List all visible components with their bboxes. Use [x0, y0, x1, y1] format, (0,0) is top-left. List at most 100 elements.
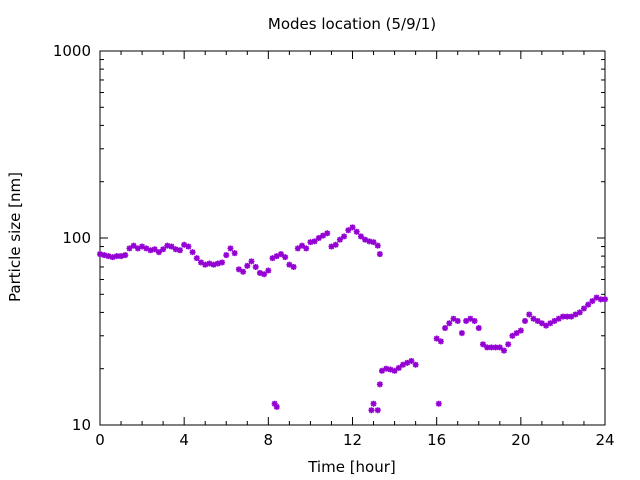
chart-title: Modes location (5/9/1) [268, 15, 436, 33]
data-point [479, 341, 486, 348]
data-point [202, 261, 209, 268]
data-point [168, 243, 175, 250]
data-point [336, 236, 343, 243]
data-point [366, 238, 373, 245]
data-point [231, 250, 238, 257]
data-point [315, 235, 322, 241]
data-point [307, 239, 314, 246]
data-point [602, 296, 608, 303]
data-point [391, 367, 398, 374]
x-tick-label: 24 [595, 431, 614, 449]
data-point [484, 344, 491, 351]
plot-frame [99, 50, 606, 426]
data-point [378, 367, 385, 374]
data-point [463, 317, 470, 324]
data-point [488, 344, 495, 351]
data-point [240, 268, 247, 275]
data-point [538, 320, 545, 327]
data-point [404, 359, 411, 366]
data-point [362, 236, 369, 243]
data-point [324, 230, 331, 237]
data-point [273, 403, 280, 410]
data-point [198, 259, 204, 266]
data-point [147, 247, 154, 254]
data-point [370, 400, 377, 407]
data-point [210, 261, 217, 268]
y-tick-label: 1000 [53, 42, 91, 60]
x-tick-label: 16 [427, 431, 446, 449]
data-point [576, 309, 583, 316]
x-tick-label: 8 [264, 431, 274, 449]
data-point [547, 320, 554, 327]
data-point [143, 245, 150, 252]
data-point [273, 253, 280, 260]
data-point [130, 242, 137, 249]
data-point [496, 344, 503, 351]
data-point [160, 246, 167, 253]
data-point [122, 252, 129, 259]
data-point [580, 305, 587, 312]
x-tick-label: 4 [179, 431, 189, 449]
data-point [475, 325, 482, 332]
data-point [101, 252, 108, 259]
data-point [214, 260, 221, 267]
data-point [193, 255, 200, 262]
data-point [269, 255, 276, 262]
data-point [408, 357, 415, 364]
data-point [151, 246, 158, 253]
data-point [501, 347, 507, 354]
data-point [458, 330, 465, 337]
data-point [568, 313, 575, 320]
data-point [370, 239, 377, 246]
data-point [155, 249, 162, 256]
x-tick-label: 0 [95, 431, 105, 449]
data-point [248, 258, 255, 265]
data-point [526, 311, 533, 318]
data-point [349, 224, 356, 231]
data-point [252, 263, 259, 270]
data-point [353, 228, 360, 235]
data-point [400, 361, 406, 368]
data-point [585, 301, 592, 308]
data-point [534, 317, 541, 324]
data-point [134, 245, 141, 252]
data-point [126, 245, 133, 252]
data-point [517, 327, 524, 334]
data-point [376, 251, 383, 258]
data-point [181, 241, 188, 248]
data-point [435, 400, 442, 407]
data-point [271, 400, 278, 407]
data-point [176, 247, 183, 254]
data-point [256, 269, 263, 276]
data-point [97, 251, 103, 258]
data-point [282, 254, 289, 261]
data-point [261, 271, 268, 278]
data-point [387, 366, 394, 373]
data-point [374, 407, 381, 414]
data-point [522, 317, 529, 324]
data-point [572, 311, 579, 318]
data-point [555, 315, 562, 322]
x-axis-label: Time [hour] [307, 458, 396, 476]
data-point [244, 262, 251, 269]
data-point [446, 320, 453, 327]
data-point [265, 267, 272, 274]
data-point [383, 365, 390, 372]
data-point [303, 245, 310, 252]
data-point [509, 332, 516, 339]
data-point [223, 252, 230, 259]
data-point [219, 259, 226, 266]
data-point [235, 266, 242, 273]
data-point [320, 232, 327, 239]
data-point [467, 315, 474, 322]
y-axis-label: Particle size [nm] [6, 172, 24, 302]
data-point [597, 296, 604, 303]
data-point [206, 260, 213, 267]
axis-ticks: 0 4 8 12 16 20 24 10 100 1000 [53, 42, 615, 449]
data-point [286, 261, 293, 268]
data-point [505, 341, 512, 348]
data-point [311, 238, 318, 245]
data-point [328, 243, 335, 250]
data-point [530, 315, 537, 322]
